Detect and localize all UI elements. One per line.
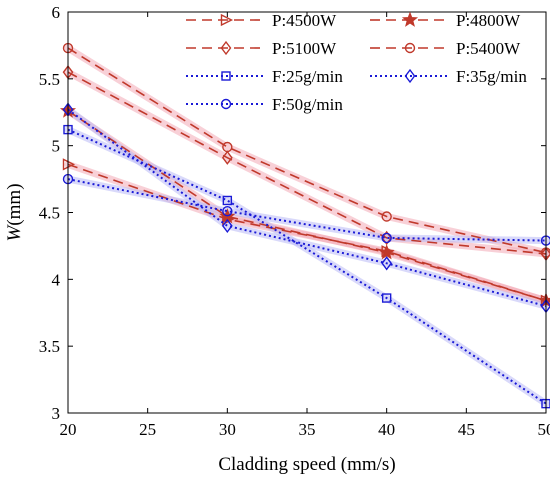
legend-marker xyxy=(404,42,416,54)
legend-marker xyxy=(401,11,419,27)
legend-item: P:5100W xyxy=(186,39,337,58)
series-line xyxy=(67,178,547,242)
y-tick-label: 3.5 xyxy=(39,337,60,356)
y-tick-label: 4.5 xyxy=(39,204,60,223)
data-point xyxy=(381,230,393,246)
y-tick-label: 3 xyxy=(52,404,61,423)
y-tick-label: 5.5 xyxy=(39,70,60,89)
data-point xyxy=(381,232,392,244)
data-point xyxy=(222,141,233,153)
x-tick-label: 45 xyxy=(458,420,475,439)
data-point xyxy=(381,293,392,303)
x-tick-label: 20 xyxy=(60,420,77,439)
series-line xyxy=(67,128,547,405)
data-point xyxy=(381,256,393,271)
series xyxy=(63,124,550,409)
x-axis-ticks: 20 25 30 35 40 45 50 xyxy=(60,12,550,439)
legend-item: P:4800W xyxy=(370,11,521,30)
x-axis-label: Cladding speed (mm/s) xyxy=(218,454,395,475)
legend-marker xyxy=(220,13,234,27)
series-line xyxy=(67,110,547,302)
y-axis-label-unit: (mm) xyxy=(4,183,25,225)
data-point xyxy=(222,205,233,217)
legend-label: F:35g/min xyxy=(456,67,527,86)
legend-item: F:50g/min xyxy=(186,95,343,114)
data-point xyxy=(221,150,233,165)
y-tick-label: 6 xyxy=(52,3,61,22)
y-tick-label: 5 xyxy=(52,137,61,156)
x-tick-label: 35 xyxy=(299,420,316,439)
y-axis-label: W(mm) xyxy=(4,183,25,241)
series-line xyxy=(67,71,547,255)
legend: P:4500W P:4800W P:5100W P:5400W F:25g/min F:3… xyxy=(186,11,527,114)
legend-label: P:4800W xyxy=(456,11,521,30)
legend-marker xyxy=(404,68,416,84)
legend-label: P:5100W xyxy=(272,39,337,58)
legend-marker xyxy=(220,40,232,56)
legend-label: P:5400W xyxy=(456,39,521,58)
series-halo xyxy=(64,126,550,408)
x-tick-label: 50 xyxy=(538,420,550,439)
legend-marker xyxy=(220,98,232,110)
legend-label: P:4500W xyxy=(272,11,337,30)
y-axis-ticks: 3 3.5 4 4.5 5 5.5 6 xyxy=(39,3,546,423)
x-tick-label: 30 xyxy=(219,420,236,439)
legend-item: P:4500W xyxy=(186,11,337,30)
series-halo xyxy=(64,106,550,310)
legend-item: F:35g/min xyxy=(370,67,527,86)
y-tick-label: 4 xyxy=(52,270,61,289)
series-halo xyxy=(64,107,550,305)
legend-label: F:50g/min xyxy=(272,95,343,114)
legend-marker xyxy=(221,71,231,81)
data-point xyxy=(221,218,233,234)
y-axis-label-variable: W xyxy=(4,224,25,242)
legend-item: F:25g/min xyxy=(186,67,343,86)
data-point xyxy=(222,195,233,206)
series-line xyxy=(67,47,547,254)
x-tick-label: 25 xyxy=(139,420,156,439)
x-tick-label: 40 xyxy=(378,420,395,439)
data-point xyxy=(381,211,392,222)
legend-item: P:5400W xyxy=(370,39,521,58)
legend-label: F:25g/min xyxy=(272,67,343,86)
data-point xyxy=(378,244,395,260)
